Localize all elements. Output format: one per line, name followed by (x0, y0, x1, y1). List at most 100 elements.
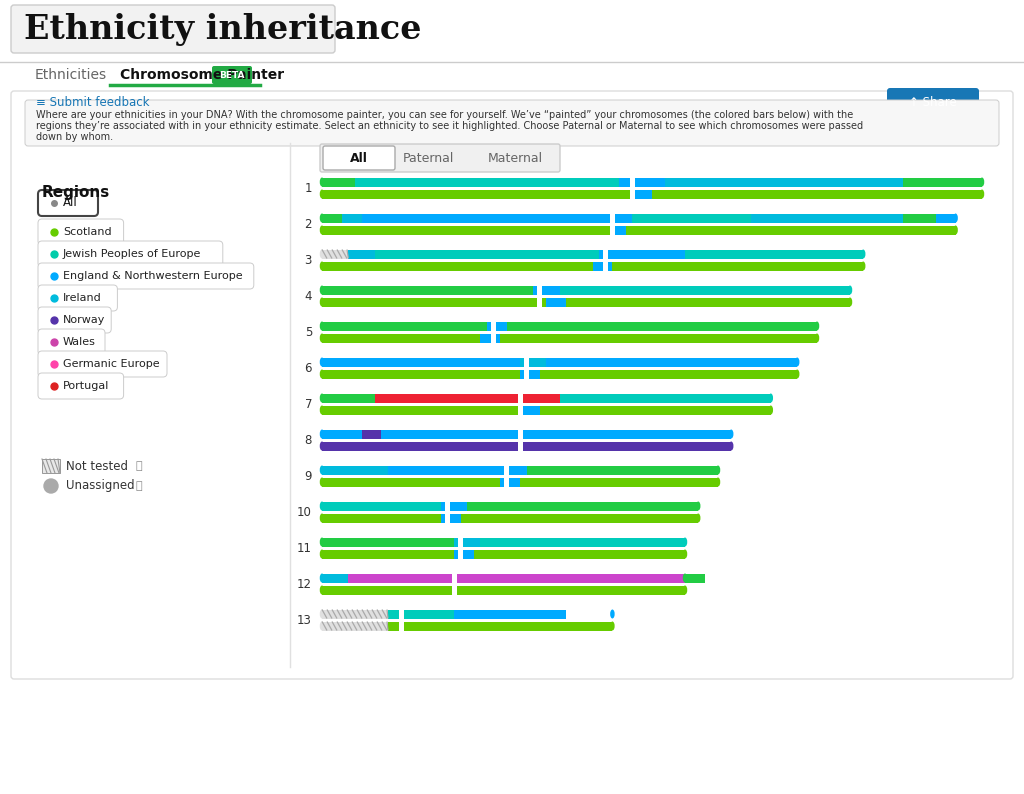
Ellipse shape (319, 178, 325, 187)
Bar (322, 610, 388, 619)
FancyBboxPatch shape (212, 66, 252, 84)
Bar (540, 406, 771, 414)
Text: Jewish Peoples of Europe: Jewish Peoples of Europe (63, 249, 202, 259)
Ellipse shape (319, 406, 325, 414)
FancyBboxPatch shape (25, 100, 999, 146)
Ellipse shape (716, 465, 720, 475)
Bar (593, 261, 612, 271)
Ellipse shape (848, 298, 852, 306)
FancyBboxPatch shape (323, 146, 395, 170)
Text: 6: 6 (304, 361, 312, 375)
Bar (388, 610, 454, 619)
Ellipse shape (953, 214, 957, 222)
Bar (526, 465, 718, 475)
Bar (612, 261, 863, 271)
Text: Maternal: Maternal (487, 152, 543, 164)
Bar (610, 210, 614, 236)
Bar (388, 622, 612, 630)
Bar (322, 333, 480, 342)
Ellipse shape (795, 357, 800, 367)
Bar (322, 225, 612, 234)
Bar (342, 214, 361, 222)
Text: ↑ Share: ↑ Share (909, 95, 956, 109)
Bar (652, 190, 982, 198)
Ellipse shape (319, 514, 325, 522)
Ellipse shape (980, 178, 984, 187)
Bar (559, 394, 771, 403)
Bar (517, 391, 522, 415)
Ellipse shape (319, 502, 325, 511)
Bar (440, 514, 461, 522)
Bar (322, 298, 547, 306)
Text: ⓘ: ⓘ (136, 481, 142, 491)
Bar (348, 249, 375, 259)
FancyBboxPatch shape (38, 373, 124, 399)
Ellipse shape (848, 286, 852, 295)
Bar (322, 261, 593, 271)
Bar (322, 249, 348, 259)
Bar (517, 426, 522, 452)
Ellipse shape (319, 261, 325, 271)
Ellipse shape (729, 430, 733, 438)
FancyBboxPatch shape (38, 329, 105, 355)
Ellipse shape (319, 333, 325, 342)
Ellipse shape (815, 333, 819, 342)
Ellipse shape (953, 225, 957, 234)
Ellipse shape (319, 214, 325, 222)
Bar (322, 514, 440, 522)
Bar (461, 514, 698, 522)
Bar (903, 214, 936, 222)
Text: All: All (63, 196, 78, 210)
Bar (559, 286, 850, 295)
Ellipse shape (319, 573, 325, 583)
Bar (388, 465, 526, 475)
Text: ≡ Submit feedback: ≡ Submit feedback (36, 95, 150, 109)
Bar (348, 573, 685, 583)
Bar (520, 357, 547, 367)
Bar (381, 430, 731, 438)
Bar (618, 178, 666, 187)
FancyBboxPatch shape (38, 263, 254, 289)
Bar (547, 298, 566, 306)
Bar (903, 178, 982, 187)
Bar (632, 190, 652, 198)
Bar (500, 333, 817, 342)
Ellipse shape (319, 190, 325, 198)
Bar (520, 369, 540, 379)
Ellipse shape (319, 538, 325, 546)
Text: England & Northwestern Europe: England & Northwestern Europe (63, 271, 243, 281)
Text: Not tested: Not tested (66, 460, 128, 472)
Ellipse shape (861, 249, 865, 259)
Text: 12: 12 (297, 577, 312, 591)
Text: 11: 11 (297, 542, 312, 554)
Bar (534, 286, 559, 295)
Bar (487, 322, 507, 330)
Text: 4: 4 (304, 290, 312, 303)
Bar (480, 333, 500, 342)
Ellipse shape (319, 622, 325, 630)
Text: 2: 2 (304, 218, 312, 230)
Ellipse shape (769, 394, 773, 403)
Bar (375, 249, 599, 259)
Ellipse shape (683, 585, 687, 595)
Bar (504, 462, 509, 488)
Text: down by whom.: down by whom. (36, 132, 113, 142)
FancyBboxPatch shape (887, 88, 979, 116)
Bar (467, 502, 698, 511)
Text: 1: 1 (304, 182, 312, 195)
Ellipse shape (980, 190, 984, 198)
Ellipse shape (319, 465, 325, 475)
Ellipse shape (319, 369, 325, 379)
Ellipse shape (696, 502, 700, 511)
Bar (322, 286, 534, 295)
Text: 7: 7 (304, 398, 312, 410)
Ellipse shape (319, 394, 325, 403)
Ellipse shape (861, 261, 865, 271)
Bar (454, 610, 566, 619)
Bar (444, 499, 450, 523)
Bar (524, 354, 529, 380)
Text: 3: 3 (304, 253, 312, 267)
Bar (566, 298, 850, 306)
Bar (322, 573, 348, 583)
Ellipse shape (319, 249, 325, 259)
